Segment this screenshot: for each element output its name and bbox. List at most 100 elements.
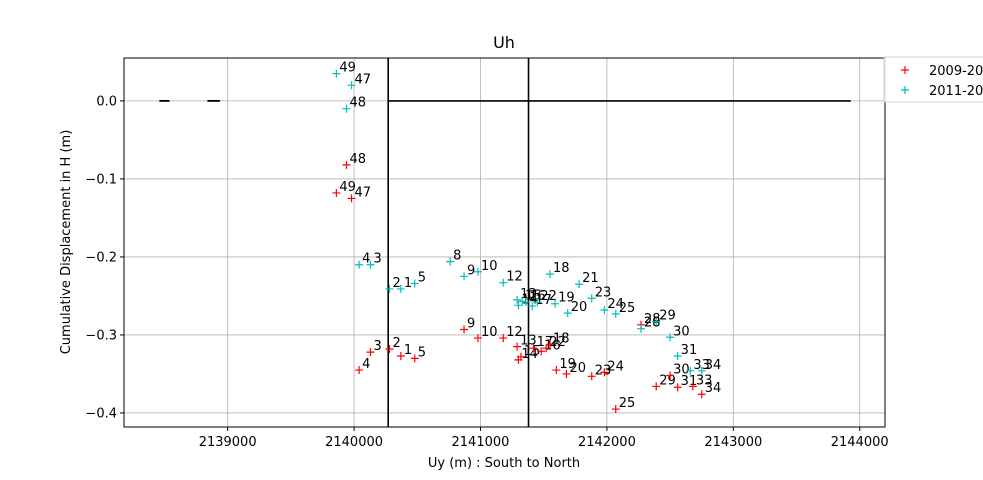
data-point-marker [410,279,419,288]
x-tick-label: 2141000 [452,435,510,450]
data-point-label: 4 [362,252,370,267]
data-point-marker [673,383,682,392]
data-point-label: 17 [537,335,554,350]
data-point-marker [697,390,706,399]
data-point-label: 3 [374,339,382,354]
data-point-marker [513,295,522,304]
x-tick-label: 2139000 [199,435,257,450]
data-point-marker [460,325,469,334]
data-point-marker [499,334,508,343]
data-point-label: 22 [540,289,557,304]
data-point-marker [611,309,620,318]
data-point-marker [652,382,661,391]
data-point-marker [396,352,405,361]
data-point-label: 9 [467,316,475,331]
y-axis-label: Cumulative Displacement in H (m) [59,130,74,355]
data-point-label: 23 [595,363,612,378]
data-point-marker [562,369,571,378]
data-point-marker [460,272,469,281]
data-point-label: 34 [705,381,722,396]
legend-marker [901,66,909,74]
legend-label: 2009-20 [929,64,983,79]
data-point-marker [366,260,375,269]
data-point-marker [396,284,405,293]
data-point-marker [542,344,551,353]
data-point-label: 19 [558,291,575,306]
plot-frame [123,57,886,428]
data-point-label: 48 [349,96,366,111]
data-point-label: 8 [453,249,461,264]
y-tick-label: −0.3 [85,328,117,343]
data-point-marker [347,81,356,90]
legend: 2009-20 2011-20 [883,56,983,103]
data-point-label: 33 [693,358,710,373]
data-point-marker [513,342,522,351]
legend-label: 2011-20 [929,84,983,99]
data-point-label: 49 [339,180,356,195]
y-tick-label: −0.2 [85,250,117,265]
data-point-marker [385,284,394,293]
data-point-label: 31 [681,343,698,358]
data-point-marker [355,260,364,269]
data-point-marker [521,298,530,307]
data-point-label: 25 [619,396,636,411]
data-point-label: 9 [467,263,475,278]
data-point-marker [410,354,419,363]
data-point-marker [551,299,560,308]
data-point-marker [347,194,356,203]
legend-box [883,56,983,103]
x-tick-label: 2142000 [578,435,636,450]
data-point-label: 16 [529,289,546,304]
data-point-marker [366,348,375,357]
data-point-label: 47 [355,72,372,87]
data-point-label: 20 [569,361,586,376]
data-point-marker [473,334,482,343]
data-point-marker [473,267,482,276]
data-point-label: 12 [506,270,523,285]
data-point-marker [552,366,561,375]
x-tick-label: 2143000 [704,435,762,450]
data-point-label: 23 [595,285,612,300]
data-point-label: 13 [520,287,537,302]
data-point-marker [528,302,537,311]
data-point-label: 33 [696,373,713,388]
data-point-label: 29 [659,309,676,324]
data-point-marker [652,317,661,326]
x-axis-ticks: 2139000 2140000 2141000 2142000 2143000 21440… [199,427,889,450]
grid-lines [124,58,885,427]
data-point-label: 19 [559,357,576,372]
data-point-marker [611,405,620,414]
data-point-label: 2 [392,336,400,351]
data-point-label: 47 [355,185,372,200]
data-point-label: 34 [705,358,722,373]
data-point-marker [546,340,555,349]
data-point-label: 49 [339,61,356,76]
data-point-label: 24 [607,297,624,312]
data-point-label: 13 [520,334,537,349]
data-point-marker [332,69,341,78]
data-point-marker [355,366,364,375]
x-tick-label: 2140000 [325,435,383,450]
data-point-marker [332,188,341,197]
data-point-marker [342,160,351,169]
data-point-marker [518,297,527,306]
data-point-marker [546,270,555,279]
x-tick-label: 2144000 [831,435,889,450]
data-point-marker [385,344,394,353]
data-point-marker [686,366,695,375]
x-axis-label: Uy (m) : South to North [428,456,580,471]
data-point-marker [673,352,682,361]
data-point-marker [575,280,584,289]
y-tick-label: −0.1 [85,172,117,187]
data-point-label: 21 [582,271,599,286]
data-point-label: 20 [571,300,588,315]
data-point-label: 1 [404,343,412,358]
reference-lines [159,58,851,427]
chart-title: Uh [493,33,515,52]
data-point-marker [600,305,609,314]
data-point-label: 15 [524,344,541,359]
data-point-label: 24 [607,359,624,374]
data-point-marker [533,298,542,307]
